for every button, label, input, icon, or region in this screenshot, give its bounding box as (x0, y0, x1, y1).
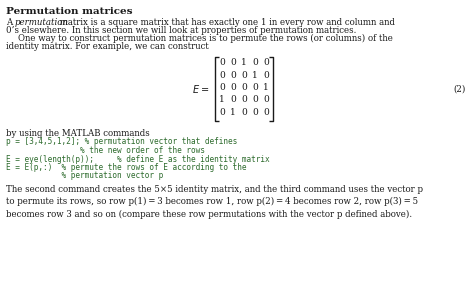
Text: 0: 0 (241, 108, 247, 117)
Text: 0: 0 (230, 83, 236, 92)
Text: % permutation vector p: % permutation vector p (6, 172, 163, 181)
Text: permutation: permutation (15, 18, 69, 27)
Text: 0: 0 (219, 83, 225, 92)
Text: 0: 0 (241, 95, 247, 104)
Text: 0’s elsewhere. In this section we will look at properties of permutation matrice: 0’s elsewhere. In this section we will l… (6, 26, 356, 35)
Text: 0: 0 (252, 95, 258, 104)
Text: 0: 0 (230, 70, 236, 80)
Text: 0: 0 (219, 108, 225, 117)
Text: 0: 0 (252, 83, 258, 92)
Text: 0: 0 (241, 83, 247, 92)
Text: Permutation matrices: Permutation matrices (6, 7, 133, 16)
Text: One way to construct permutation matrices is to permute the rows (or columns) of: One way to construct permutation matrice… (18, 34, 393, 43)
Text: E = eye(length(p));     % define E as the identity matrix: E = eye(length(p)); % define E as the id… (6, 154, 270, 164)
Text: 0: 0 (219, 70, 225, 80)
Text: 0: 0 (252, 108, 258, 117)
Text: 1: 1 (219, 95, 225, 104)
Text: 0: 0 (230, 58, 236, 67)
Text: 0: 0 (219, 58, 225, 67)
Text: 0: 0 (241, 70, 247, 80)
Text: 0: 0 (263, 70, 269, 80)
Text: E = E(p,:)  % permute the rows of E according to the: E = E(p,:) % permute the rows of E accor… (6, 163, 246, 172)
Text: 0: 0 (263, 108, 269, 117)
Text: by using the MATLAB commands: by using the MATLAB commands (6, 128, 150, 137)
Text: matrix is a square matrix that has exactly one 1 in every row and column and: matrix is a square matrix that has exact… (57, 18, 395, 27)
Text: p = [3,4,5,1,2]; % permutation vector that defines: p = [3,4,5,1,2]; % permutation vector th… (6, 137, 237, 146)
Text: (2): (2) (454, 84, 466, 93)
Text: % the new order of the rows: % the new order of the rows (6, 146, 205, 155)
Text: 1: 1 (252, 70, 258, 80)
Text: The second command creates the 5×5 identity matrix, and the third command uses t: The second command creates the 5×5 ident… (6, 185, 423, 219)
Text: 1: 1 (241, 58, 247, 67)
Text: 0: 0 (252, 58, 258, 67)
Text: 0: 0 (230, 95, 236, 104)
Text: identity matrix. For example, we can construct: identity matrix. For example, we can con… (6, 42, 209, 51)
Text: 1: 1 (263, 83, 269, 92)
Text: 0: 0 (263, 58, 269, 67)
Text: A: A (6, 18, 15, 27)
Text: $E=$: $E=$ (192, 83, 210, 95)
Text: 0: 0 (263, 95, 269, 104)
Text: 1: 1 (230, 108, 236, 117)
